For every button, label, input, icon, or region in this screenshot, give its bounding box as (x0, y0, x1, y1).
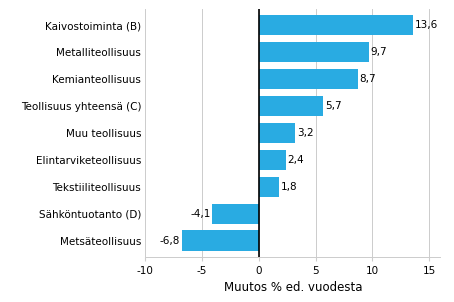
Text: -4,1: -4,1 (190, 209, 211, 219)
Bar (259, 96, 324, 116)
Bar (182, 230, 259, 251)
Text: 5,7: 5,7 (325, 101, 342, 111)
Bar (259, 15, 413, 35)
Text: -6,8: -6,8 (159, 236, 180, 246)
Text: 13,6: 13,6 (415, 20, 438, 30)
Bar (259, 123, 295, 143)
Text: 8,7: 8,7 (359, 74, 376, 84)
Bar (259, 69, 358, 89)
Bar (212, 204, 259, 224)
Text: 3,2: 3,2 (297, 128, 313, 138)
Text: 2,4: 2,4 (288, 155, 304, 165)
X-axis label: Muutos % ed. vuodesta: Muutos % ed. vuodesta (223, 281, 362, 294)
Bar (259, 42, 369, 62)
Text: 1,8: 1,8 (281, 182, 297, 192)
Bar (259, 177, 279, 197)
Bar (259, 150, 286, 170)
Text: 9,7: 9,7 (370, 47, 387, 57)
